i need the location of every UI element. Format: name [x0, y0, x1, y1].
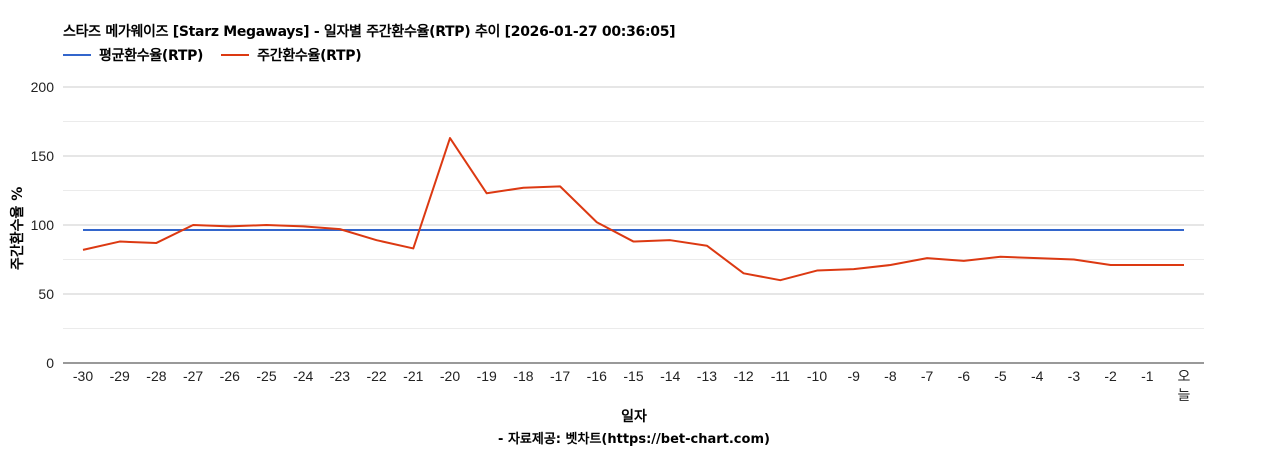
x-tick-label: -26	[220, 368, 240, 384]
x-tick-label: -10	[807, 368, 827, 384]
x-tick-label: -27	[183, 368, 203, 384]
y-axis-ticks: 0 50 100 150 200	[31, 79, 55, 371]
series-line-weekly-rtp	[82, 137, 1184, 282]
legend: 평균환수율(RTP) 주간환수율(RTP)	[63, 45, 379, 65]
legend-swatch-weekly	[221, 54, 250, 56]
x-tick-label: -22	[366, 368, 386, 384]
legend-label-average: 평균환수율(RTP)	[99, 48, 204, 64]
source-credit: - 자료제공: 벳차트(https://bet-chart.com)	[498, 432, 770, 447]
x-tick-label: -3	[1068, 368, 1081, 384]
gridlines	[63, 86, 1204, 329]
y-tick-label: 200	[31, 79, 55, 95]
x-tick-label: -9	[847, 368, 860, 384]
x-tick-label: -25	[256, 368, 276, 384]
x-tick-label: -28	[146, 368, 166, 384]
y-tick-label: 50	[38, 286, 54, 302]
x-axis-title: 일자	[0, 406, 1268, 426]
x-tick-label: -30	[73, 368, 93, 384]
x-tick-label: -20	[440, 368, 460, 384]
x-axis-ticks: -30 -29 -28 -27 -26 -25 -24 -23 -22 -21 -20 -19 -18 -…	[73, 368, 1191, 403]
x-tick-label: -5	[994, 368, 1007, 384]
y-tick-label: 150	[31, 148, 55, 164]
chart-title: 스타즈 메가웨이즈 [Starz Megaways] - 일자별 주간환수율(R…	[63, 24, 676, 40]
x-tick-label: -4	[1031, 368, 1044, 384]
x-tick-label: -24	[293, 368, 313, 384]
x-tick-label: -1	[1141, 368, 1154, 384]
x-tick-label: -8	[884, 368, 897, 384]
x-tick-label: -6	[958, 368, 971, 384]
x-tick-label: -15	[623, 368, 643, 384]
y-tick-label: 0	[46, 355, 54, 371]
x-tick-label: -16	[587, 368, 607, 384]
legend-item-average-rtp[interactable]: 평균환수율(RTP)	[63, 45, 203, 65]
x-axis-title-text: 일자	[621, 409, 647, 425]
x-tick-label: -12	[733, 368, 753, 384]
x-tick-label: -2	[1104, 368, 1117, 384]
legend-swatch-average	[63, 54, 91, 56]
x-tick-label: -29	[110, 368, 130, 384]
x-tick-label: -23	[330, 368, 350, 384]
y-tick-label: 100	[31, 217, 55, 233]
x-tick-label: -17	[550, 368, 570, 384]
x-tick-label: -14	[660, 368, 680, 384]
legend-label-weekly: 주간환수율(RTP)	[257, 48, 362, 64]
x-tick-label: -7	[921, 368, 934, 384]
legend-item-weekly-rtp[interactable]: 주간환수율(RTP)	[221, 45, 362, 65]
x-tick-label: -13	[697, 368, 717, 384]
x-tick-label: -19	[477, 368, 497, 384]
x-tick-label: -11	[771, 368, 790, 384]
x-tick-label: -21	[403, 368, 423, 384]
x-tick-label: -18	[513, 368, 533, 384]
